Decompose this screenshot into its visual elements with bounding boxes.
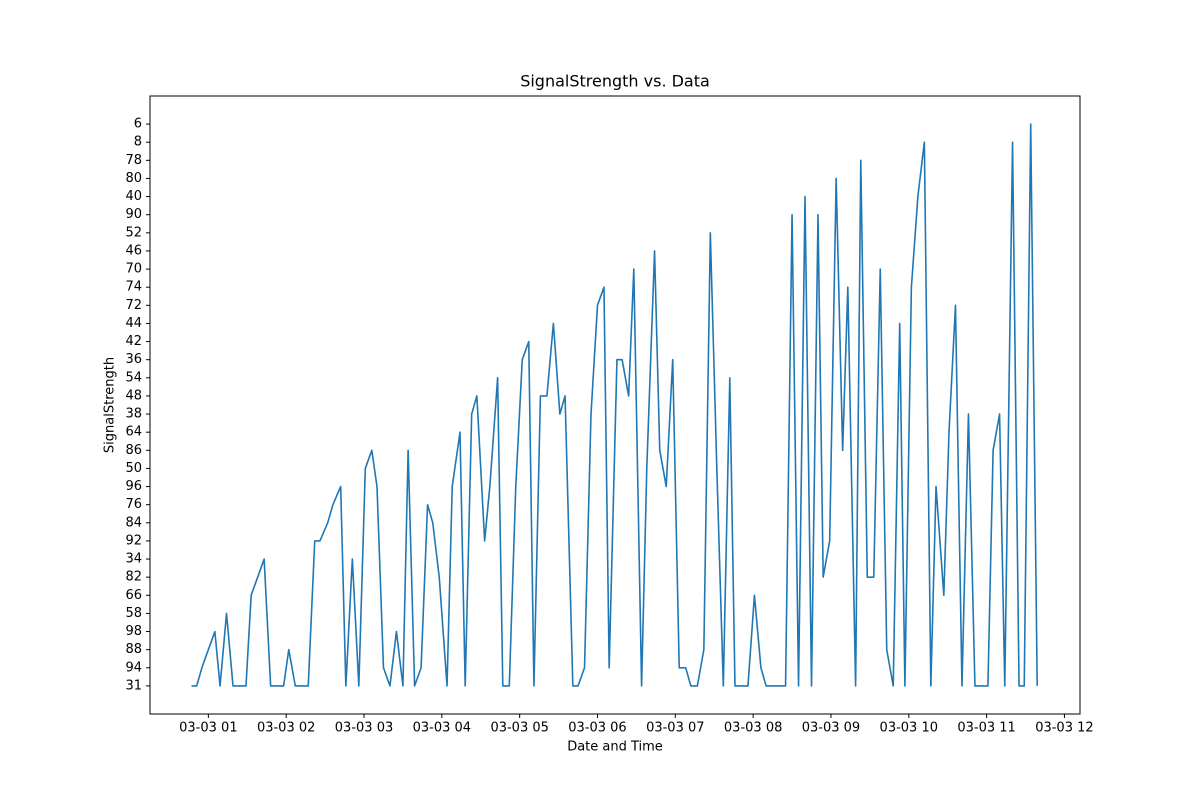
- y-tick-label: 42: [125, 334, 142, 349]
- y-tick-label: 44: [125, 316, 142, 331]
- x-tick-label: 03-03 01: [179, 721, 237, 736]
- y-tick-label: 66: [125, 588, 142, 603]
- data-line: [191, 123, 1038, 687]
- x-axis-label: Date and Time: [567, 740, 663, 755]
- y-tick-label: 36: [125, 352, 142, 367]
- x-tick-label: 03-03 04: [413, 721, 471, 736]
- y-tick-label: 92: [125, 533, 142, 548]
- y-tick-label: 76: [125, 497, 142, 512]
- y-tick-label: 74: [125, 280, 142, 295]
- y-tick-label: 58: [125, 606, 142, 621]
- x-tick-label: 03-03 02: [257, 721, 315, 736]
- y-tick-label: 98: [125, 624, 142, 639]
- y-tick-label: 52: [125, 225, 142, 240]
- y-tick-label: 46: [125, 243, 142, 258]
- x-tick-label: 03-03 12: [1035, 721, 1093, 736]
- y-tick-label: 82: [125, 570, 142, 585]
- y-tick-label: 34: [125, 552, 142, 567]
- x-tick-label: 03-03 06: [568, 721, 626, 736]
- x-tick-label: 03-03 09: [802, 721, 860, 736]
- x-tick-label: 03-03 05: [490, 721, 548, 736]
- y-tick-label: 48: [125, 388, 142, 403]
- y-tick-label: 72: [125, 298, 142, 313]
- y-tick-label: 70: [125, 262, 142, 277]
- y-axis-label: SignalStrength: [103, 357, 118, 453]
- y-tick-label: 86: [125, 443, 142, 458]
- x-tick-label: 03-03 11: [957, 721, 1015, 736]
- plot-frame: [149, 95, 1081, 715]
- y-tick-label: 78: [125, 153, 142, 168]
- y-tick-label: 80: [125, 171, 142, 186]
- y-tick-label: 38: [125, 407, 142, 422]
- y-tick-label: 64: [125, 425, 142, 440]
- y-tick-label: 88: [125, 642, 142, 657]
- y-tick-label: 50: [125, 461, 142, 476]
- x-tick-label: 03-03 10: [880, 721, 938, 736]
- x-tick-label: 03-03 03: [335, 721, 393, 736]
- chart-title: SignalStrength vs. Data: [520, 72, 710, 91]
- y-tick-label: 84: [125, 515, 142, 530]
- y-tick-label: 54: [125, 370, 142, 385]
- y-tick-label: 8: [134, 135, 142, 150]
- x-tick-label: 03-03 07: [646, 721, 704, 736]
- y-tick-label: 31: [125, 678, 142, 693]
- y-tick-label: 96: [125, 479, 142, 494]
- x-tick-label: 03-03 08: [724, 721, 782, 736]
- y-tick-label: 40: [125, 189, 142, 204]
- y-tick-label: 94: [125, 660, 142, 675]
- y-tick-label: 90: [125, 207, 142, 222]
- y-tick-label: 6: [134, 117, 142, 132]
